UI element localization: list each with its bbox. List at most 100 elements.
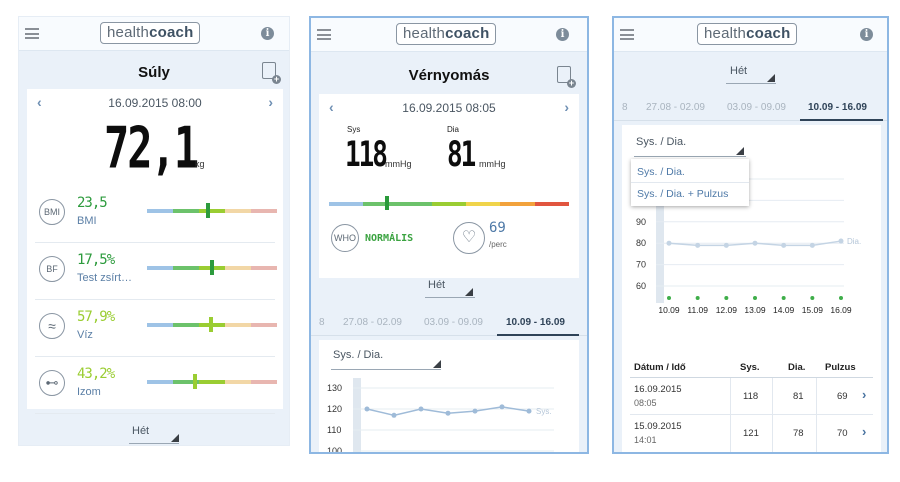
prev-chevron-icon[interactable]: ‹	[37, 94, 42, 110]
tab-week-2[interactable]: 03.09 - 09.09	[424, 317, 483, 328]
metric-row[interactable]: BMI 23,5 BMI	[35, 187, 277, 243]
row-dia: 81	[793, 391, 804, 402]
weight-screen: healthcoach i Súly ‹ 16.09.2015 08:00 › …	[18, 16, 290, 446]
export-icon[interactable]	[557, 66, 576, 88]
info-icon[interactable]: i	[860, 28, 873, 41]
metric-label: Víz	[77, 329, 93, 341]
pulse-value: 69	[489, 220, 506, 236]
dia-point	[723, 242, 729, 248]
dropdown-arrow-icon[interactable]	[736, 147, 744, 155]
x-tick-label: 16.09	[830, 305, 852, 315]
bp-chart: 130 120 110 100 Sys.	[327, 378, 554, 454]
blood-pressure-screen: healthcoach i Vérnyomás ‹ 16.09.2015 08:…	[309, 16, 589, 454]
sys-value: 118	[345, 135, 388, 176]
logo-part2: coach	[149, 24, 194, 41]
dia-point	[666, 240, 672, 246]
sys-point	[418, 406, 424, 412]
x-tick-label: 10.09	[658, 305, 680, 315]
y-tick-label: 120	[327, 404, 342, 414]
info-icon[interactable]: i	[261, 27, 274, 40]
metric-scale	[147, 380, 277, 384]
row-sys: 118	[743, 391, 759, 402]
dia-label: Dia	[447, 125, 460, 134]
row-date: 15.09.2015	[634, 421, 682, 432]
x-tick-label: 11.09	[687, 305, 708, 315]
menu-icon[interactable]	[25, 28, 39, 39]
tab-week-1[interactable]: 27.08 - 02.09	[343, 317, 402, 328]
chart-selector[interactable]: Sys. / Dia.	[636, 136, 687, 148]
tab-week-3[interactable]: 10.09 - 16.09	[506, 317, 565, 328]
period-dropdown[interactable]: Hét	[428, 279, 446, 291]
row-chevron-icon[interactable]: ›	[862, 424, 867, 439]
row-chevron-icon[interactable]: ›	[862, 387, 867, 402]
dropdown-arrow-icon[interactable]	[465, 288, 473, 296]
metric-row[interactable]: ⊷ 43,2% Izom	[35, 358, 277, 414]
y-tick-label: 80	[636, 238, 646, 248]
menu-icon[interactable]	[620, 29, 634, 40]
tab-prev-partial[interactable]: 8	[319, 317, 325, 328]
dia-value-wrap: 81	[447, 135, 476, 176]
y-tick-label: 100	[327, 446, 342, 454]
metric-row[interactable]: ≈57,9% Víz	[35, 301, 277, 357]
tab-week-2[interactable]: 03.09 - 09.09	[727, 102, 786, 113]
bp-card: ‹ 16.09.2015 08:05 › Sys 118 mmHg Dia 81…	[319, 94, 579, 278]
dropdown-underline	[425, 297, 475, 298]
week-tabs: 8 27.08 - 02.09 03.09 - 09.09 10.09 - 16…	[311, 310, 587, 336]
export-icon[interactable]	[262, 62, 281, 84]
row-time: 14:01	[634, 435, 657, 445]
y-tick-label: 60	[636, 281, 646, 291]
metric-value: 23,5	[77, 195, 108, 211]
x-tick-label: 13.09	[744, 305, 766, 315]
tab-week-1[interactable]: 27.08 - 02.09	[646, 102, 705, 113]
dropdown-arrow-icon[interactable]	[171, 434, 179, 442]
top-bar: healthcoach i	[19, 17, 289, 51]
row-dia: 78	[793, 428, 804, 439]
dropdown-underline	[331, 369, 441, 370]
tab-week-3[interactable]: 10.09 - 16.09	[808, 102, 867, 113]
history-chart: 1101009080706010.0911.0912.0913.0914.091…	[636, 171, 861, 315]
x-tick-label: 12.09	[716, 305, 738, 315]
x-day-dot	[810, 296, 815, 300]
metric-row[interactable]: BF 17,5% Test zsírt…	[35, 244, 277, 300]
chart-selector-popup: Sys. / Dia. Sys. / Dia. + Pulzus	[631, 159, 749, 206]
x-day-dot	[667, 296, 671, 300]
y-tick-label: 90	[636, 217, 646, 227]
y-axis-track	[656, 171, 664, 303]
dia-point	[695, 242, 701, 248]
menu-icon[interactable]	[317, 29, 331, 40]
metric-marker	[210, 260, 214, 275]
heart-icon: ♡	[453, 222, 485, 254]
prev-chevron-icon[interactable]: ‹	[329, 99, 334, 115]
next-chevron-icon[interactable]: ›	[268, 94, 273, 110]
period-dropdown[interactable]: Hét	[132, 425, 150, 437]
chart-selector[interactable]: Sys. / Dia.	[333, 349, 384, 361]
dropdown-arrow-icon[interactable]	[433, 360, 441, 368]
period-dropdown[interactable]: Hét	[730, 65, 748, 77]
info-icon[interactable]: i	[556, 28, 569, 41]
sys-value-wrap: 118	[345, 135, 388, 176]
dia-point	[781, 242, 787, 248]
y-tick-label: 130	[327, 383, 342, 393]
col-header-pulse: Pulzus	[825, 362, 856, 373]
top-bar: healthcoach i	[614, 18, 887, 52]
dropdown-underline	[726, 83, 776, 84]
metric-label: Test zsírt…	[77, 272, 133, 284]
next-chevron-icon[interactable]: ›	[564, 99, 569, 115]
sys-point	[499, 404, 505, 410]
x-day-dot	[695, 296, 700, 300]
tab-prev-partial[interactable]: 8	[622, 102, 628, 113]
sys-point	[391, 412, 397, 418]
bp-chart-card: Sys. / Dia. 130 120 110 100 Sys.	[319, 340, 579, 454]
sys-point	[445, 410, 451, 416]
metric-scale	[147, 209, 277, 213]
pulse-unit: /perc	[489, 240, 507, 249]
y-axis-track	[353, 378, 361, 452]
popup-separator	[631, 182, 749, 183]
logo-part1: health	[107, 24, 150, 41]
popup-option-sys-dia[interactable]: Sys. / Dia.	[637, 166, 685, 178]
bp-scale	[329, 202, 569, 206]
metric-value: 43,2%	[77, 366, 115, 382]
popup-option-sys-dia-pulse[interactable]: Sys. / Dia. + Pulzus	[637, 188, 729, 200]
dropdown-arrow-icon[interactable]	[767, 74, 775, 82]
dia-point	[809, 242, 815, 248]
